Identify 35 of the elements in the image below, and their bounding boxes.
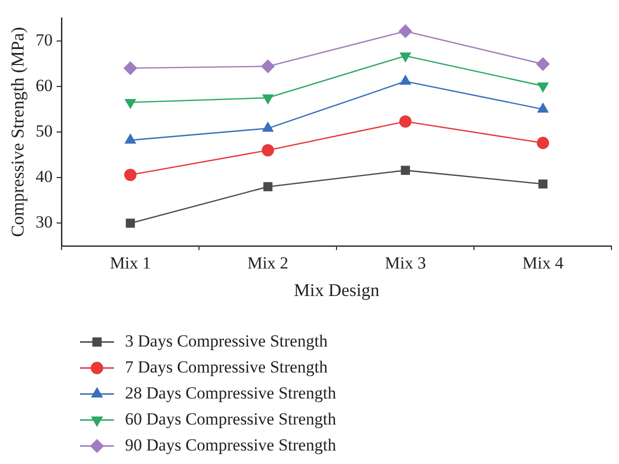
point [398, 24, 412, 38]
y-axis-title: Compressive Strength (MPa) [8, 27, 28, 237]
legend-label: 60 Days Compressive Strength [125, 409, 337, 428]
point [124, 62, 138, 75]
point [536, 136, 550, 150]
legend-label: 28 Days Compressive Strength [125, 383, 337, 402]
point [400, 166, 410, 175]
legend-label: 7 Days Compressive Strength [125, 357, 328, 376]
point [262, 94, 274, 104]
point [124, 98, 136, 109]
point [124, 134, 136, 144]
y-tick-label: 70 [36, 30, 53, 50]
y-tick-label: 30 [36, 212, 53, 232]
point [400, 52, 411, 62]
y-tick-label: 50 [36, 121, 53, 140]
point [262, 122, 274, 132]
point [126, 218, 135, 228]
point [124, 168, 137, 182]
x-tick-label: Mix 4 [522, 254, 564, 273]
x-tick-label: Mix 1 [110, 254, 151, 273]
point [538, 179, 548, 189]
point [400, 75, 411, 85]
point [262, 144, 274, 156]
legend-label: 3 Days Compressive Strength [125, 331, 328, 350]
x-axis-title: Mix Design [294, 280, 380, 300]
x-tick-label: Mix 3 [384, 254, 426, 273]
point [263, 182, 272, 192]
point [538, 103, 548, 113]
y-tick-label: 60 [36, 76, 53, 95]
legend-label: 90 Days Compressive Strength [125, 435, 337, 454]
y-tick-label: 40 [36, 167, 53, 186]
point [399, 115, 412, 128]
point [261, 60, 275, 73]
point [536, 57, 550, 71]
x-tick-label: Mix 2 [247, 254, 288, 273]
